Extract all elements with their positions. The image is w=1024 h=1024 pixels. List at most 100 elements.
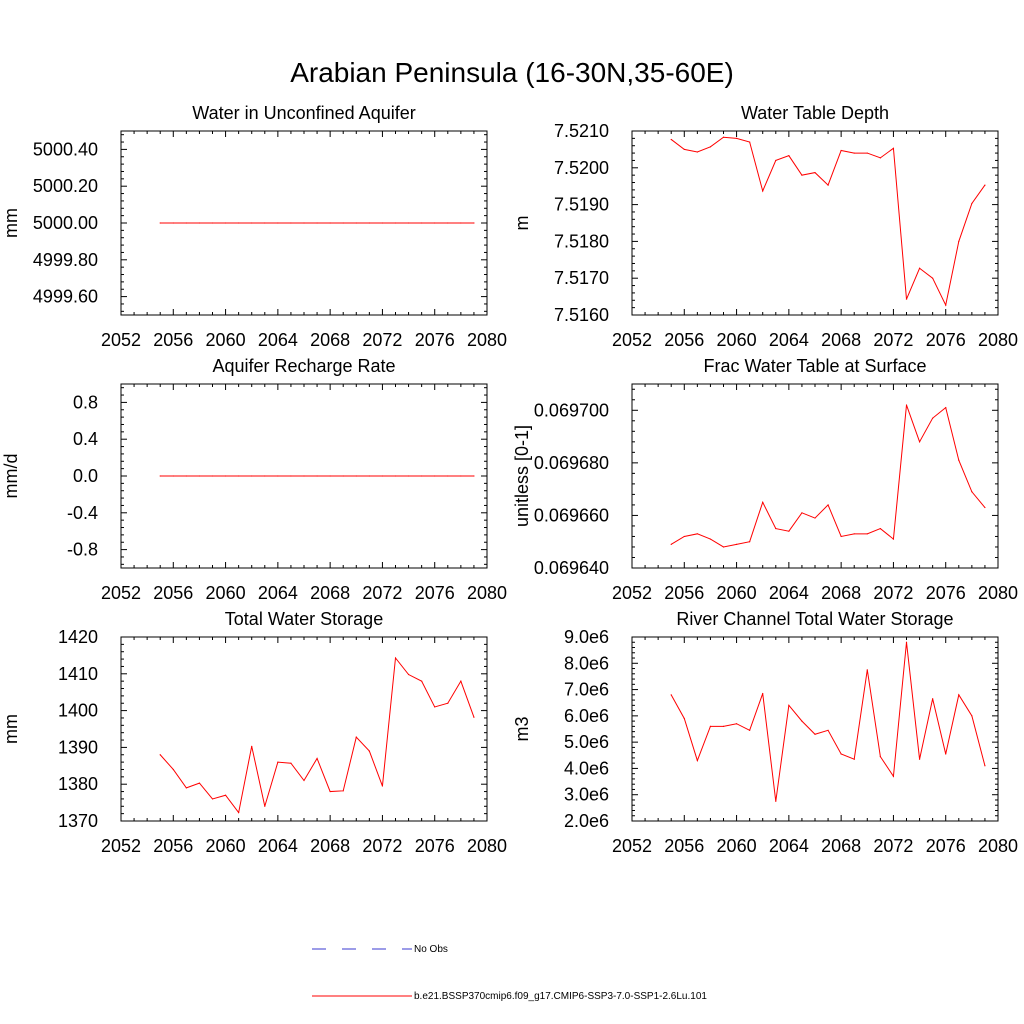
data-point xyxy=(159,475,161,477)
data-point xyxy=(447,222,449,224)
data-point xyxy=(905,404,908,406)
y-tick-label: 7.0e6 xyxy=(564,680,609,700)
x-tick-label: 2064 xyxy=(769,583,809,603)
data-point xyxy=(316,222,318,224)
data-point xyxy=(434,475,436,477)
data-point xyxy=(749,141,751,143)
plot-frame xyxy=(631,383,999,569)
plot-frame xyxy=(120,636,488,822)
legend-model-label: b.e21.BSSP370cmip6.f09_g17.CMIP6-SSP3-7.… xyxy=(414,991,707,1002)
y-axis-label: m3 xyxy=(512,716,532,741)
data-point xyxy=(238,811,240,814)
panel-title: Total Water Storage xyxy=(225,609,383,629)
data-point xyxy=(329,790,331,793)
x-tick-label: 2068 xyxy=(310,583,350,603)
data-point xyxy=(198,782,201,784)
panel-title: Frac Water Table at Surface xyxy=(703,356,926,376)
x-tick-label: 2056 xyxy=(664,330,704,350)
data-point xyxy=(801,720,803,722)
x-tick-label: 2064 xyxy=(769,836,809,856)
x-tick-label: 2060 xyxy=(206,836,246,856)
panel-wtdepth: Water Table Depth m 2052 2056 2060 2064 2068 20… xyxy=(512,103,1018,350)
y-tick-label: 5.0e6 xyxy=(564,732,609,752)
x-tick-label: 2076 xyxy=(926,836,966,856)
data-point xyxy=(827,504,829,506)
data-point xyxy=(342,222,344,224)
figure-title: Arabian Peninsula (16-30N,35-60E) xyxy=(290,57,734,88)
data-point xyxy=(866,533,868,535)
data-point xyxy=(421,222,423,224)
data-point xyxy=(945,407,947,409)
data-point xyxy=(277,475,279,477)
legend-obs-label: No Obs xyxy=(414,944,448,955)
x-tick-label: 2052 xyxy=(612,836,652,856)
x-tick-label: 2080 xyxy=(978,583,1018,603)
data-point xyxy=(735,543,738,545)
data-point xyxy=(185,787,187,789)
x-tick-label: 2060 xyxy=(206,330,246,350)
x-tick-label: 2068 xyxy=(821,836,861,856)
data-point xyxy=(159,754,161,756)
x-tick-label: 2076 xyxy=(415,583,455,603)
x-tick-label: 2052 xyxy=(101,836,141,856)
data-point xyxy=(905,298,908,300)
data-point xyxy=(238,475,240,477)
data-point xyxy=(749,729,751,731)
series-line xyxy=(159,656,475,814)
data-point xyxy=(342,475,344,477)
panel-recharge: Aquifer Recharge Rate mm/d 2052 2056 2060 206… xyxy=(1,356,507,603)
y-axis-label: mm xyxy=(1,208,21,238)
data-point xyxy=(722,546,725,548)
data-point xyxy=(460,222,462,224)
y-tick-label: 1370 xyxy=(58,811,98,831)
data-point xyxy=(224,222,227,224)
x-tick-label: 2056 xyxy=(664,836,704,856)
data-point xyxy=(421,680,423,682)
x-tick-label: 2056 xyxy=(153,583,193,603)
plot-frame xyxy=(631,130,999,316)
series-line xyxy=(670,136,986,307)
data-point xyxy=(172,222,174,224)
data-point xyxy=(945,753,947,755)
data-point xyxy=(853,758,855,760)
data-point xyxy=(473,475,475,477)
data-point xyxy=(316,757,318,760)
data-point xyxy=(722,136,725,138)
data-point xyxy=(984,184,986,186)
data-point xyxy=(407,222,410,224)
data-point xyxy=(473,222,475,224)
data-point xyxy=(683,148,685,150)
panel-title: Water Table Depth xyxy=(741,103,889,123)
x-tick-label: 2072 xyxy=(362,836,402,856)
y-tick-label: -0.8 xyxy=(67,540,98,560)
data-point xyxy=(788,530,790,532)
data-point xyxy=(447,475,449,477)
data-point xyxy=(355,222,357,224)
y-axis-label: m xyxy=(512,216,532,231)
x-tick-label: 2052 xyxy=(612,583,652,603)
data-point xyxy=(788,155,790,157)
y-tick-label: 4999.80 xyxy=(33,250,98,270)
data-point xyxy=(866,152,868,154)
data-point xyxy=(290,762,292,764)
y-tick-label: 1380 xyxy=(58,774,98,794)
y-tick-label: 0.4 xyxy=(73,429,98,449)
data-point xyxy=(971,202,973,205)
data-point xyxy=(224,794,227,796)
x-tick-label: 2064 xyxy=(769,330,809,350)
y-tick-label: 3.0e6 xyxy=(564,785,609,805)
data-point xyxy=(932,698,934,700)
data-point xyxy=(447,702,449,704)
y-tick-label: 6.0e6 xyxy=(564,706,609,726)
data-point xyxy=(918,267,921,269)
data-point xyxy=(683,535,685,538)
data-point xyxy=(735,137,738,139)
panel-fracwt: Frac Water Table at Surface unitless [0-1… xyxy=(512,356,1018,603)
data-point xyxy=(264,475,266,477)
panel-title: Water in Unconfined Aquifer xyxy=(192,103,415,123)
data-point xyxy=(879,756,881,758)
data-point xyxy=(709,725,712,727)
x-tick-label: 2060 xyxy=(717,330,757,350)
data-point xyxy=(290,222,292,224)
